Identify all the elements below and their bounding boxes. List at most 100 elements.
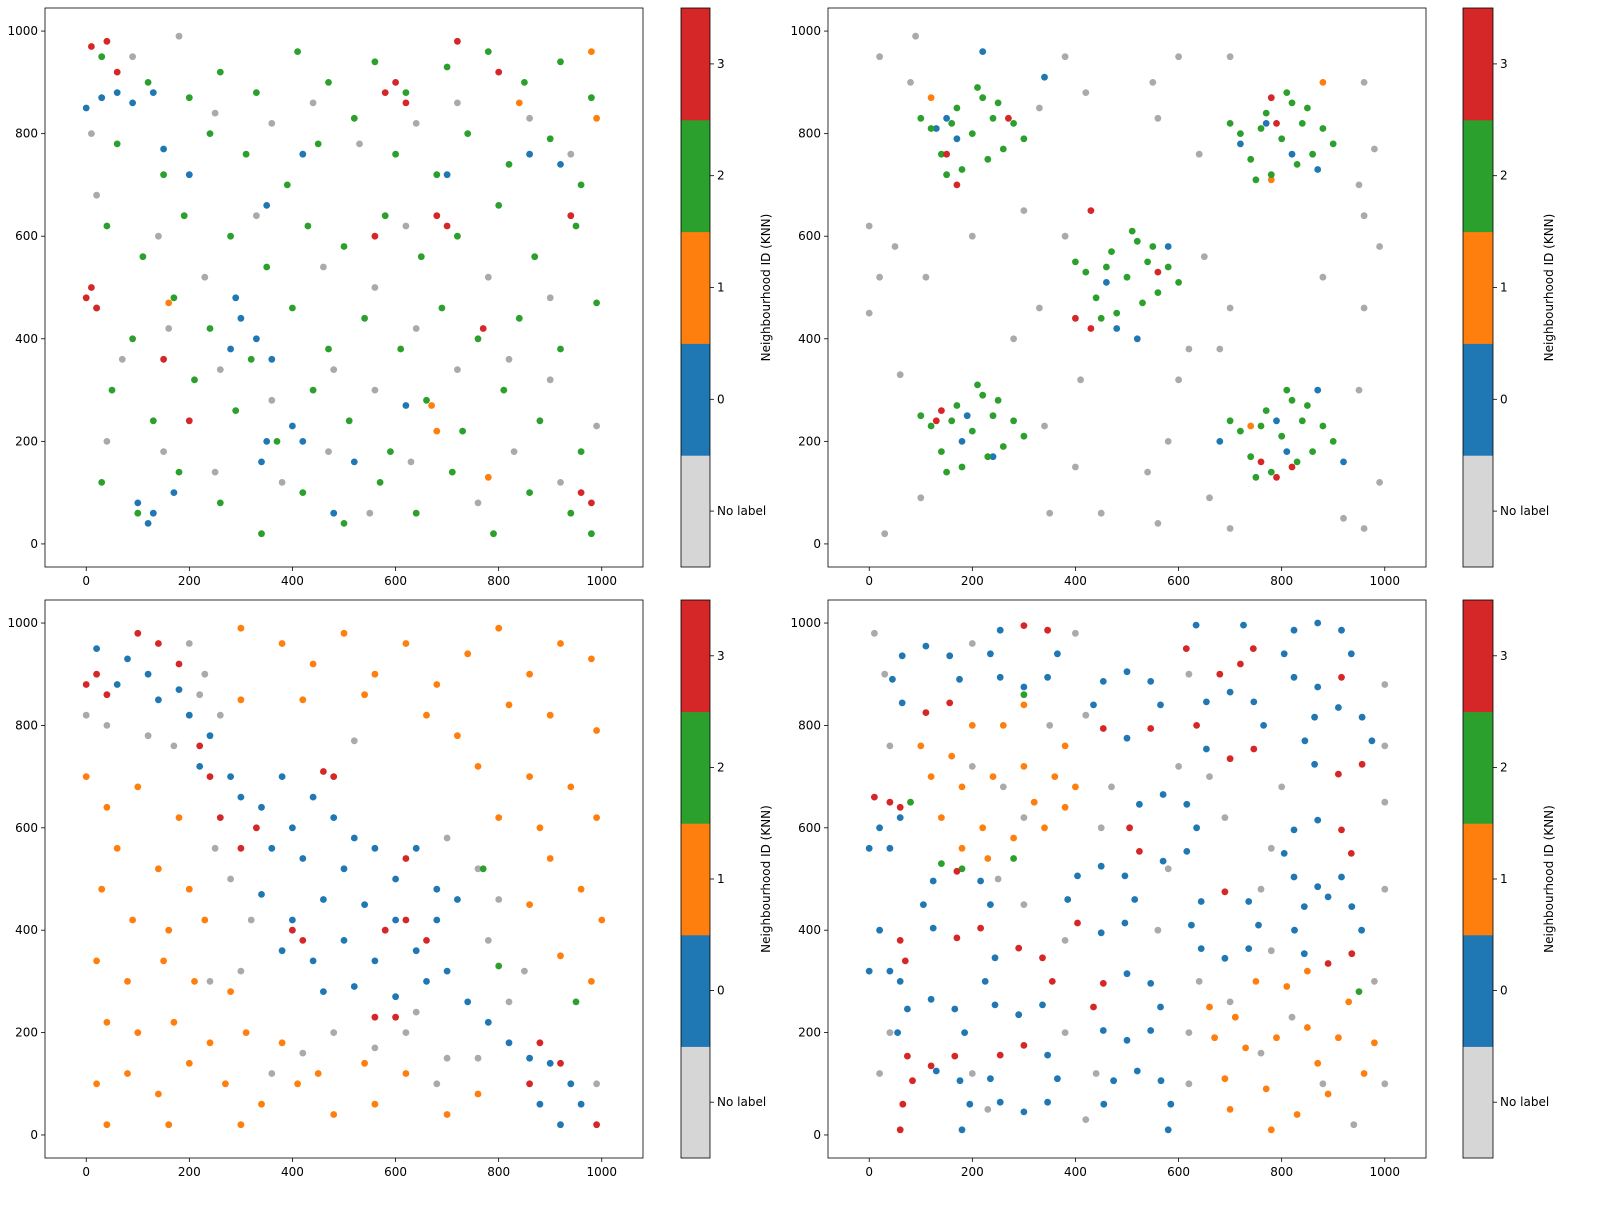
- data-point-no-label: [1340, 514, 1347, 522]
- data-point-0: [340, 865, 348, 873]
- data-point-2: [1309, 448, 1316, 455]
- data-point-0: [320, 896, 327, 903]
- x-tick-label: 1000: [586, 574, 617, 588]
- data-point-0: [299, 150, 307, 158]
- data-point-no-label: [1376, 479, 1383, 486]
- data-point-2: [1020, 135, 1028, 143]
- data-point-2: [1103, 263, 1110, 271]
- data-point-3: [1348, 950, 1356, 958]
- data-point-0: [134, 499, 142, 507]
- data-point-1: [206, 1039, 214, 1047]
- data-point-0: [1099, 678, 1107, 685]
- data-point-2: [423, 396, 430, 404]
- data-point-0: [1311, 713, 1318, 721]
- y-tick-label: 400: [798, 923, 821, 937]
- data-point-3: [1074, 919, 1081, 927]
- points-layer: [82, 32, 600, 538]
- data-point-1: [1293, 1111, 1301, 1118]
- y-tick-label: 400: [15, 923, 38, 937]
- data-point-0: [951, 1005, 959, 1013]
- data-point-3: [454, 37, 461, 45]
- data-point-0: [1358, 713, 1366, 721]
- data-point-0: [268, 355, 276, 363]
- data-point-1: [82, 773, 90, 780]
- data-point-2: [1329, 438, 1337, 445]
- data-point-2: [1267, 468, 1275, 476]
- data-point-3: [289, 926, 296, 934]
- data-point-3: [196, 742, 204, 750]
- data-point-0: [185, 171, 193, 179]
- data-point-0: [987, 650, 994, 658]
- data-point-2: [917, 412, 925, 420]
- data-point-no-label: [1061, 937, 1069, 944]
- data-point-3: [567, 212, 575, 220]
- data-point-0: [350, 834, 358, 842]
- colorbar-segment-0: [1463, 343, 1493, 456]
- data-point-no-label: [211, 844, 219, 852]
- data-point-0: [289, 916, 296, 924]
- data-point-3: [1048, 978, 1056, 985]
- data-point-2: [170, 294, 178, 302]
- data-point-2: [484, 48, 492, 55]
- data-point-no-label: [1355, 386, 1363, 394]
- data-point-1: [1262, 1085, 1270, 1093]
- data-point-0: [206, 732, 214, 740]
- data-point-0: [170, 489, 178, 496]
- data-point-1: [557, 640, 564, 647]
- data-point-0: [1314, 883, 1322, 891]
- data-point-no-label: [144, 732, 152, 740]
- data-point-2: [974, 381, 981, 389]
- data-point-no-label: [350, 737, 358, 745]
- data-point-2: [340, 520, 348, 527]
- data-point-0: [526, 1054, 533, 1062]
- data-point-0: [82, 104, 90, 112]
- data-point-3: [155, 640, 162, 647]
- data-point-2: [402, 89, 410, 96]
- data-point-2: [309, 386, 317, 394]
- x-tick-label: 800: [487, 574, 510, 588]
- data-point-0: [865, 844, 873, 852]
- data-point-1: [124, 1070, 131, 1077]
- data-point-2: [572, 222, 580, 230]
- data-point-3: [88, 43, 95, 50]
- data-point-2: [1237, 427, 1244, 435]
- data-point-1: [124, 978, 131, 985]
- data-point-0: [536, 1100, 544, 1108]
- data-point-2: [1113, 309, 1121, 317]
- data-point-0: [996, 626, 1004, 634]
- data-point-2: [258, 530, 265, 538]
- data-point-0: [966, 1100, 974, 1108]
- data-point-0: [258, 803, 265, 811]
- data-point-2: [917, 114, 925, 122]
- data-point-2: [907, 798, 914, 806]
- data-point-1: [546, 855, 554, 862]
- data-point-0: [124, 655, 131, 663]
- data-point-no-label: [968, 232, 976, 240]
- data-point-no-label: [474, 499, 482, 507]
- y-tick-label: 400: [15, 332, 38, 346]
- data-point-1: [526, 670, 533, 678]
- data-point-3: [479, 325, 487, 332]
- data-point-2: [191, 376, 198, 384]
- data-point-3: [443, 222, 451, 230]
- data-point-0: [886, 967, 894, 975]
- data-point-0: [876, 824, 883, 832]
- x-tick-label: 400: [1064, 574, 1087, 588]
- data-point-1: [423, 711, 430, 719]
- data-point-0: [1147, 1027, 1155, 1034]
- colorbar-tick-label: No label: [717, 1095, 766, 1109]
- data-point-no-label: [1195, 978, 1203, 985]
- data-point-3: [392, 1013, 399, 1021]
- x-tick-label: 0: [865, 1165, 873, 1179]
- data-point-1: [495, 814, 503, 821]
- data-point-2: [958, 865, 966, 873]
- data-point-3: [93, 670, 100, 678]
- data-point-0: [309, 793, 317, 801]
- data-point-no-label: [1319, 273, 1327, 281]
- data-point-2: [175, 468, 183, 476]
- data-point-1: [98, 885, 106, 893]
- data-point-no-label: [1108, 783, 1115, 791]
- data-point-0: [996, 1098, 1004, 1106]
- data-point-1: [1252, 978, 1260, 985]
- data-point-no-label: [1381, 742, 1389, 750]
